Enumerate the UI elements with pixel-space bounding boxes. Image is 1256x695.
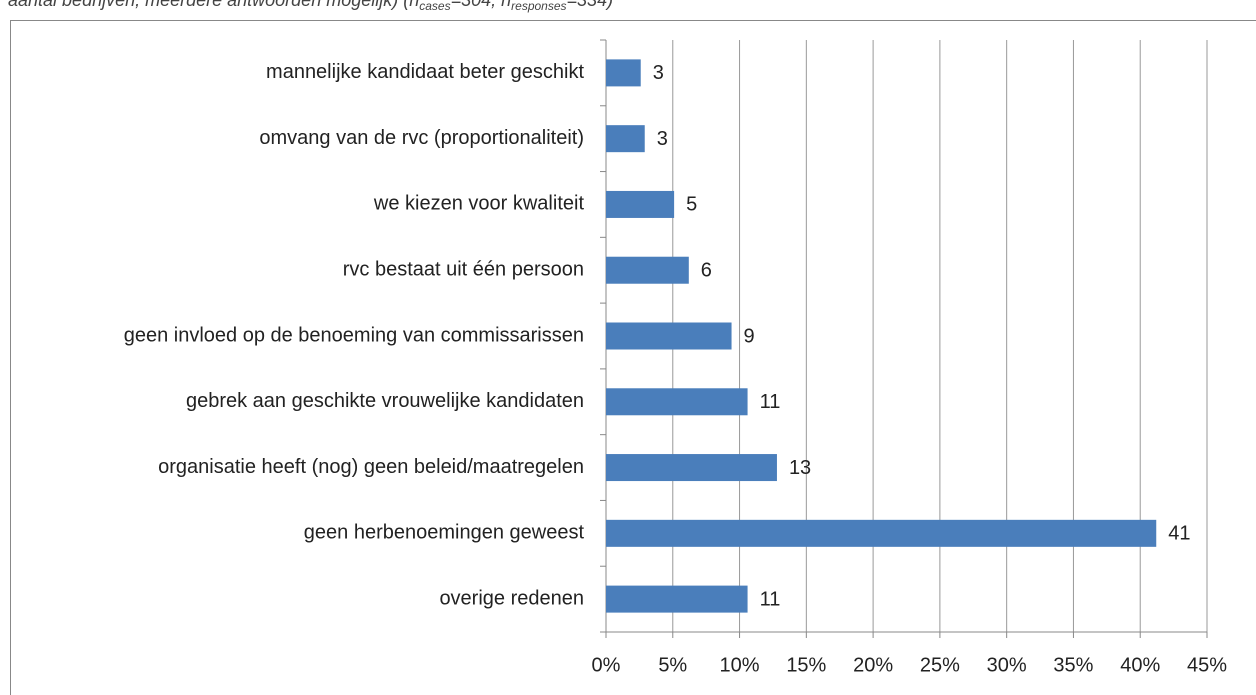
bar <box>606 519 1157 547</box>
y-tick-label: gebrek aan geschikte vrouwelijke kandida… <box>186 390 584 412</box>
y-tick-label: geen invloed op de benoeming van commiss… <box>124 324 584 346</box>
subtitle-part: aantal bedrijven, meerdere antwoorden mo… <box>8 0 419 10</box>
x-tick-label: 0% <box>592 654 621 676</box>
y-tick-label: rvc bestaat uit één persoon <box>343 259 584 281</box>
x-tick-label: 15% <box>786 654 826 676</box>
data-label: 11 <box>760 391 781 413</box>
data-label: 13 <box>789 457 811 479</box>
data-label: 3 <box>653 62 664 84</box>
y-tick-label: organisatie heeft (nog) geen beleid/maat… <box>158 456 584 478</box>
bar <box>606 388 748 416</box>
bar <box>606 190 675 218</box>
y-tick-label: mannelijke kandidaat beter geschikt <box>266 61 584 83</box>
x-tick-label: 10% <box>720 654 760 676</box>
y-tick-label: geen herbenoemingen geweest <box>304 522 585 544</box>
chart-frame <box>10 20 1256 695</box>
x-tick-label: 45% <box>1187 654 1227 676</box>
bar <box>606 585 748 613</box>
x-tick-label: 40% <box>1120 654 1160 676</box>
data-label: 5 <box>686 194 697 216</box>
y-tick-label: we kiezen voor kwaliteit <box>373 193 585 215</box>
bar <box>606 59 641 87</box>
x-tick-label: 30% <box>987 654 1027 676</box>
x-tick-label: 25% <box>920 654 960 676</box>
bar <box>606 454 777 482</box>
x-tick-label: 5% <box>658 654 687 676</box>
x-tick-label: 20% <box>853 654 893 676</box>
data-label: 11 <box>760 588 781 610</box>
data-label: 3 <box>657 128 668 150</box>
data-label: 9 <box>744 325 755 347</box>
subtitle-subscript: cases <box>419 0 450 13</box>
data-label: 41 <box>1168 523 1190 545</box>
subtitle-subscript: responses <box>511 0 566 13</box>
data-label: 6 <box>701 260 712 282</box>
y-tick-label: omvang van de rvc (proportionaliteit) <box>259 127 584 149</box>
subtitle-part: =304, n <box>451 0 512 10</box>
bar <box>606 322 732 350</box>
x-tick-label: 35% <box>1053 654 1093 676</box>
y-tick-label: overige redenen <box>439 587 584 609</box>
subtitle-part: =334) <box>567 0 614 10</box>
subtitle: aantal bedrijven, meerdere antwoorden mo… <box>8 0 613 13</box>
bar <box>606 125 645 153</box>
bar <box>606 256 689 284</box>
